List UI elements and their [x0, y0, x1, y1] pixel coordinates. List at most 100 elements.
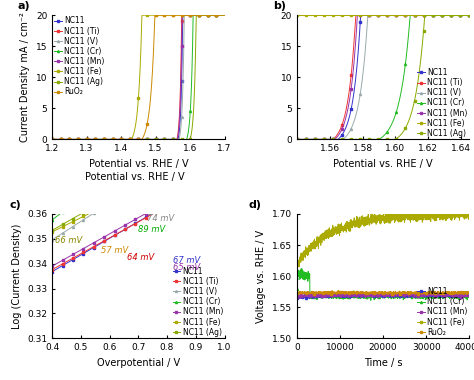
- NC11 (Cr): [392, 115, 397, 119]
- NC11 (Cr): [179, 137, 185, 142]
- NC11: [462, 293, 467, 298]
- NC11 (Mn): [442, 13, 448, 17]
- Line: NC11 (V): NC11 (V): [296, 14, 474, 141]
- NC11 (Cr): [49, 137, 55, 142]
- NC11: [95, 243, 101, 247]
- Legend: NC11, NC11 (Cr), NC11 (Mn), NC11 (Fe), RuO₂: NC11, NC11 (Cr), NC11 (Mn), NC11 (Fe), R…: [418, 287, 468, 337]
- NC11: [462, 293, 467, 298]
- NC11 (Cr): [164, 137, 170, 142]
- NC11 (Ti): [294, 137, 300, 142]
- NC11 (V): [402, 13, 408, 17]
- NC11 (Cr): [222, 85, 228, 90]
- Line: NC11 (Fe): NC11 (Fe): [51, 14, 226, 141]
- NC11 (Fe): [56, 226, 62, 231]
- NC11 (Ti): [128, 137, 133, 142]
- NC11 (Fe): [49, 230, 55, 234]
- NC11 (Ag): [56, 224, 62, 229]
- NC11: [82, 251, 87, 255]
- NC11 (Cr): [80, 137, 85, 142]
- NC11 (V): [93, 137, 99, 142]
- Text: b): b): [273, 2, 286, 11]
- NC11 (Mn): [222, 13, 228, 17]
- RuO₂: [462, 291, 467, 296]
- NC11 (Ti): [207, 180, 213, 185]
- NC11 (V): [56, 233, 62, 238]
- Line: NC11 (Ti): NC11 (Ti): [296, 14, 474, 141]
- NC11 (Fe): [151, 13, 157, 17]
- NC11 (V): [95, 208, 101, 213]
- NC11 (Cr): [222, 13, 228, 17]
- RuO₂: [303, 291, 309, 295]
- NC11: [207, 178, 213, 182]
- NC11 (Ag): [213, 135, 219, 139]
- NC11 (V): [381, 13, 387, 17]
- NC11 (Cr): [466, 294, 472, 298]
- NC11 (Ag): [471, 13, 474, 17]
- RuO₂: [222, 13, 228, 17]
- NC11 (V): [471, 13, 474, 17]
- RuO₂: [152, 13, 158, 17]
- Line: NC11 (Ag): NC11 (Ag): [51, 14, 226, 141]
- NC11 (Ag): [207, 138, 213, 142]
- Text: d): d): [249, 200, 262, 210]
- X-axis label: Time / s: Time / s: [364, 358, 402, 367]
- NC11 (Cr): [401, 70, 407, 74]
- NC11 (Fe): [378, 214, 383, 219]
- NC11: [294, 296, 300, 301]
- NC11: [164, 137, 170, 142]
- Line: NC11 (Cr): NC11 (Cr): [51, 14, 226, 141]
- X-axis label: Overpotential / V: Overpotential / V: [97, 358, 180, 367]
- NC11 (Fe): [128, 137, 133, 142]
- NC11 (Mn): [49, 137, 55, 142]
- NC11 (Ag): [294, 137, 300, 142]
- NC11 (Ti): [213, 177, 219, 181]
- NC11 (V): [179, 109, 185, 114]
- NC11: [49, 137, 55, 142]
- NC11: [300, 297, 306, 301]
- NC11 (Mn): [95, 238, 101, 242]
- RuO₂: [49, 137, 55, 142]
- NC11 (V): [49, 238, 55, 242]
- NC11 (Cr): [128, 137, 133, 142]
- NC11 (Mn): [374, 292, 379, 297]
- NC11 (V): [49, 137, 55, 142]
- NC11 (Cr): [151, 137, 156, 142]
- NC11 (Cr): [378, 293, 384, 298]
- NC11 (Ti): [49, 268, 55, 272]
- NC11 (Mn): [381, 13, 387, 17]
- NC11 (Fe): [392, 13, 397, 17]
- RuO₂: [80, 137, 85, 142]
- NC11 (Mn): [294, 137, 300, 142]
- NC11 (Mn): [457, 289, 463, 294]
- RuO₂: [378, 291, 384, 296]
- NC11 (Fe): [296, 264, 302, 269]
- NC11: [60, 263, 65, 268]
- Text: a): a): [18, 2, 30, 11]
- NC11 (Ti): [56, 263, 62, 268]
- NC11 (Fe): [207, 152, 213, 157]
- Line: NC11 (Ag): NC11 (Ag): [296, 14, 474, 141]
- Line: NC11 (Ag): NC11 (Ag): [51, 131, 226, 231]
- NC11: [380, 13, 386, 17]
- NC11 (Cr): [213, 92, 219, 96]
- NC11 (Fe): [222, 145, 228, 149]
- NC11 (Fe): [93, 137, 99, 142]
- X-axis label: Potential vs. RHE / V: Potential vs. RHE / V: [333, 159, 433, 169]
- NC11 (Fe): [179, 13, 185, 17]
- NC11 (Mn): [294, 295, 300, 299]
- NC11 (Mn): [151, 137, 156, 142]
- NC11 (Fe): [222, 13, 228, 17]
- NC11 (Ti): [82, 250, 87, 254]
- RuO₂: [462, 292, 467, 296]
- NC11 (Ag): [392, 137, 397, 142]
- NC11 (Mn): [462, 293, 467, 298]
- NC11 (Cr): [471, 13, 474, 17]
- NC11 (Ti): [392, 13, 398, 17]
- NC11 (Mn): [378, 294, 383, 298]
- Text: 66 mV: 66 mV: [55, 236, 82, 245]
- NC11: [354, 290, 360, 294]
- NC11 (Fe): [462, 217, 467, 222]
- NC11 (Mn): [56, 260, 62, 264]
- Y-axis label: Voltage vs. RHE / V: Voltage vs. RHE / V: [256, 230, 266, 323]
- Line: NC11 (Cr): NC11 (Cr): [296, 14, 474, 141]
